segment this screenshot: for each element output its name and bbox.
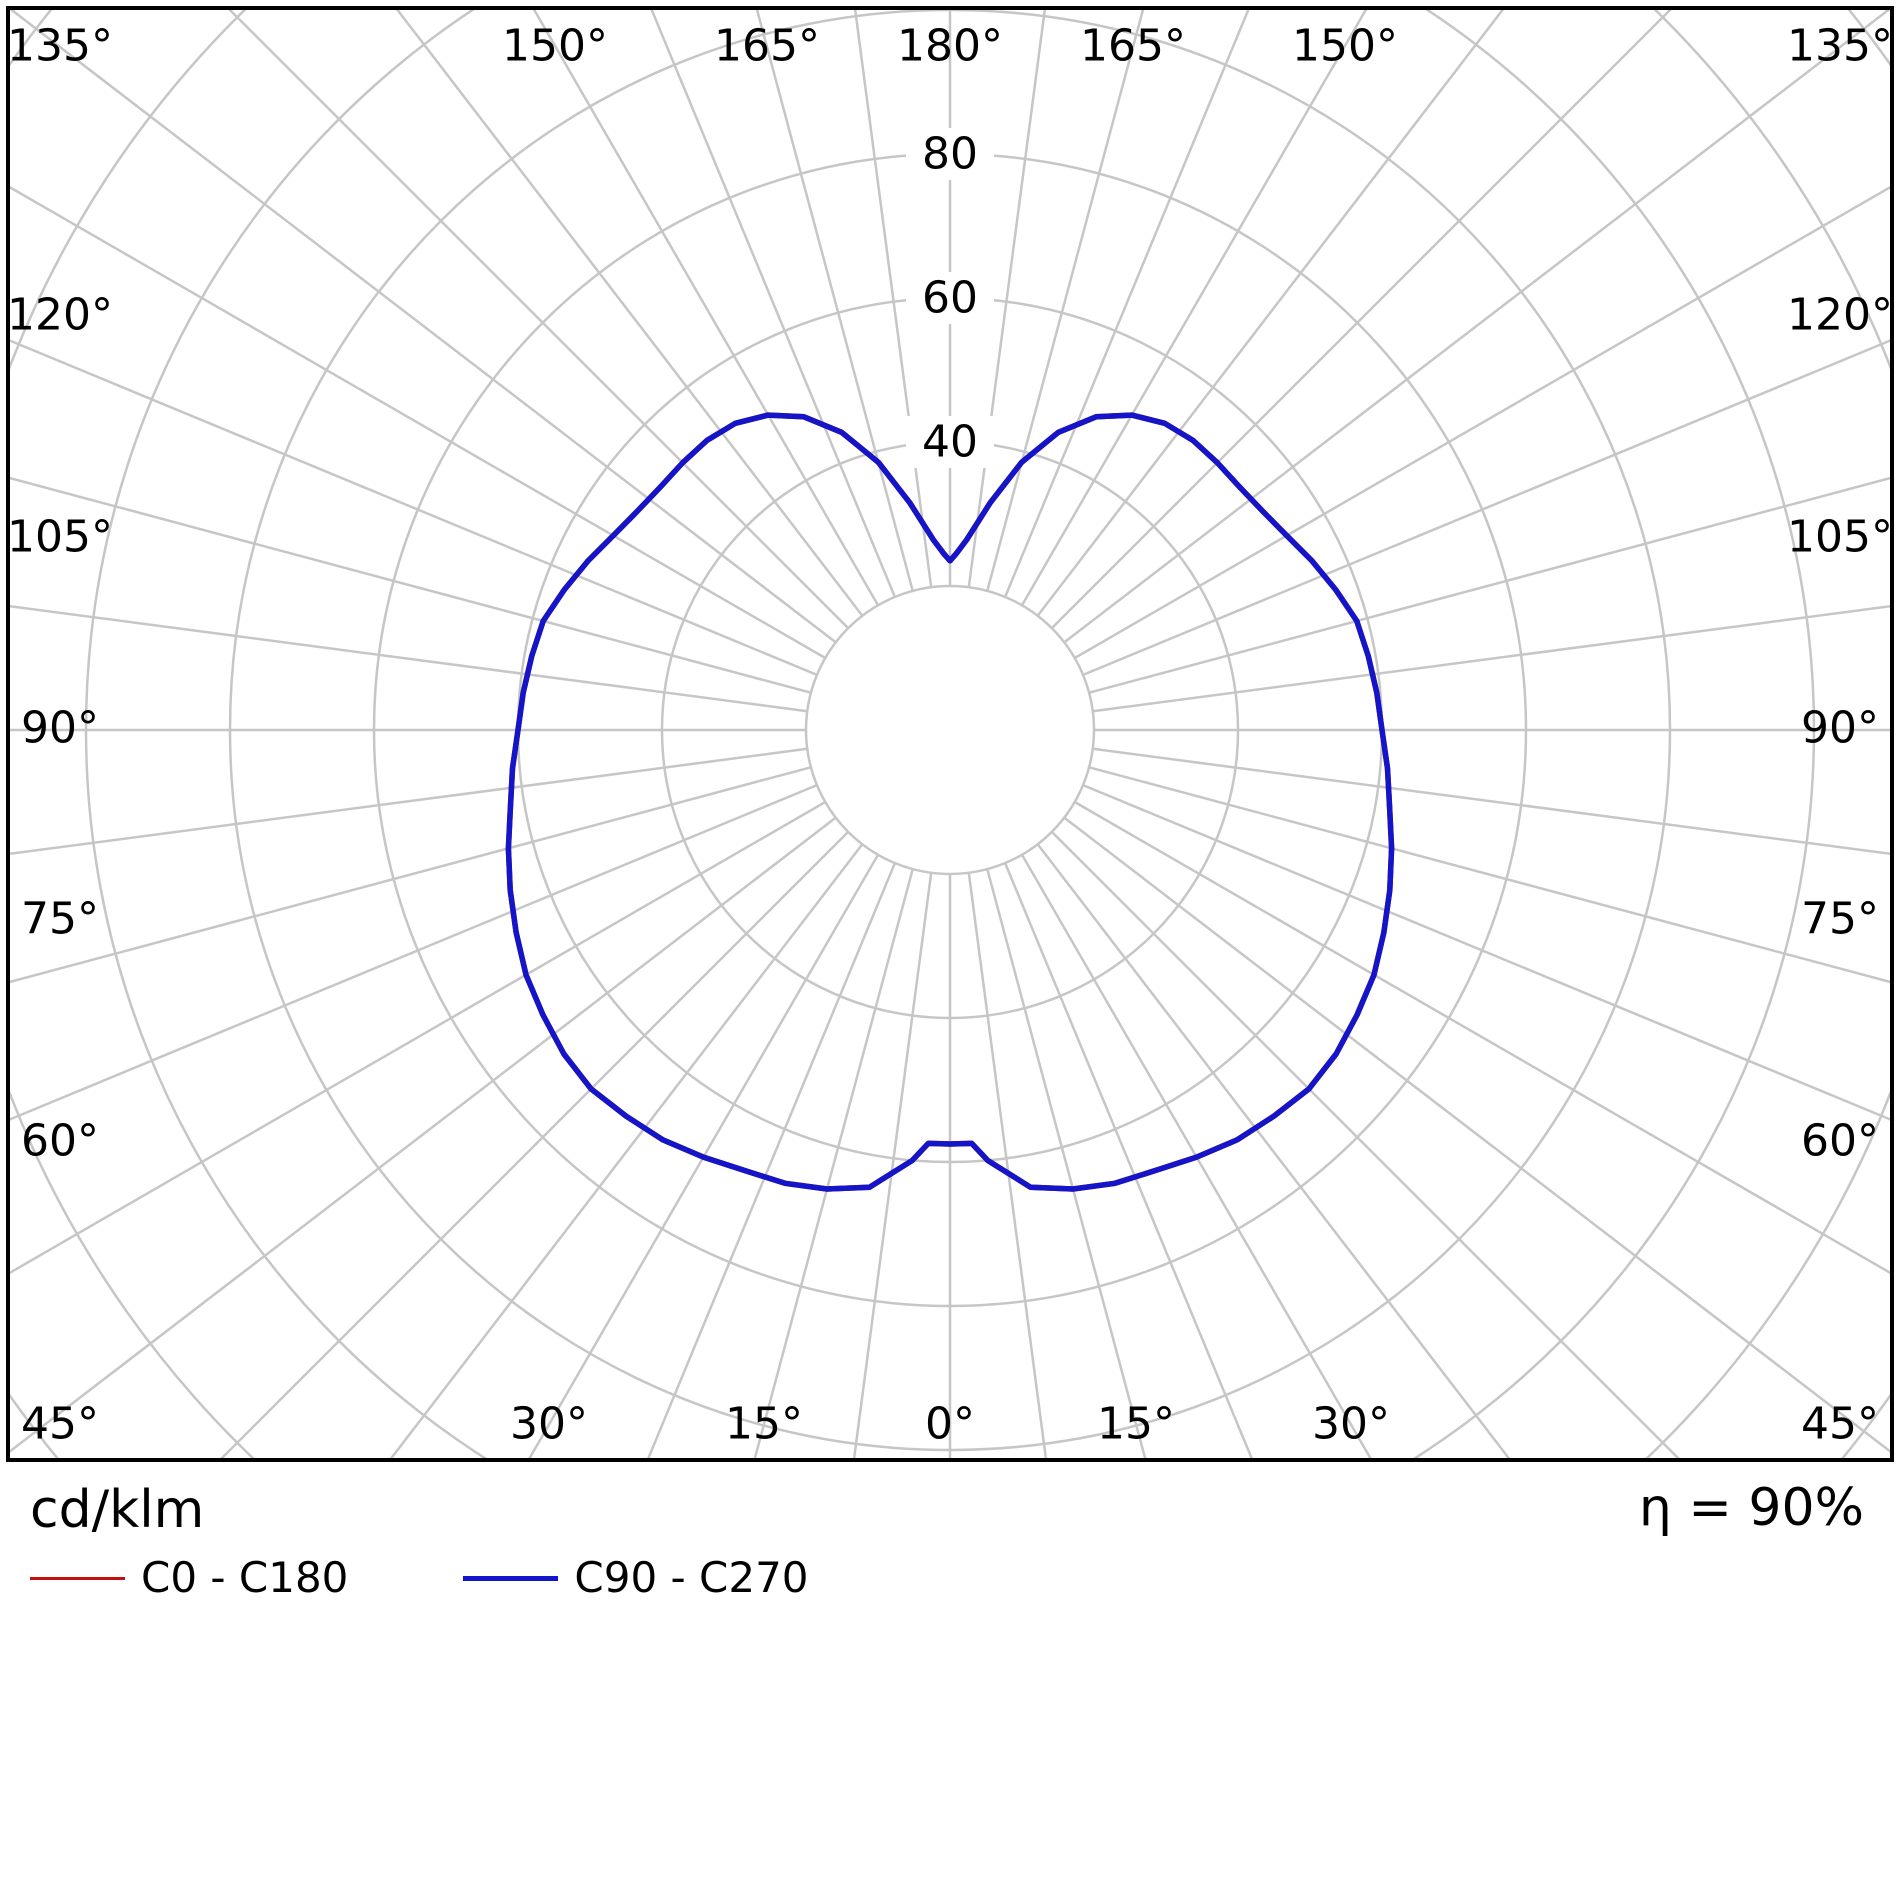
angle-label: 15° bbox=[725, 1399, 803, 1450]
grid-spoke bbox=[1003, 8, 1251, 598]
legend-swatch-c0-line bbox=[30, 1576, 125, 1580]
legend-label-c90: C90 - C270 bbox=[574, 1553, 809, 1602]
angle-label: 105° bbox=[1787, 512, 1893, 563]
radial-label-halo bbox=[906, 416, 994, 468]
angle-label: 45° bbox=[21, 1399, 99, 1450]
angle-label: 30° bbox=[1312, 1399, 1390, 1450]
angle-label: 60° bbox=[1801, 1116, 1879, 1167]
radial-axis-labels: 40 60 80 bbox=[906, 128, 994, 468]
grid-spoke bbox=[967, 8, 1047, 588]
radial-label-halo bbox=[906, 128, 994, 180]
grid-spoke bbox=[1036, 843, 1512, 1460]
grid-spoke bbox=[388, 843, 864, 1460]
grid-spoke bbox=[852, 872, 933, 1460]
angle-label: 180° bbox=[897, 21, 1003, 72]
grid-spoke bbox=[1092, 604, 1892, 713]
angle-label: 150° bbox=[502, 21, 608, 72]
grid-spoke bbox=[1082, 338, 1892, 677]
grid-spoke bbox=[1074, 800, 1892, 1276]
polar-chart: 40 60 80 135° 150° 165° 180° 165° 150° 135° 45° 30°… bbox=[6, 6, 1894, 1462]
grid-spoke bbox=[755, 8, 914, 592]
angle-label: 60° bbox=[21, 1116, 99, 1167]
grid-spoke bbox=[8, 604, 808, 713]
grid-spoke bbox=[986, 8, 1145, 592]
grid-spoke bbox=[1063, 8, 1892, 644]
angle-label: 30° bbox=[510, 1399, 588, 1450]
legend-swatch-c90-line bbox=[463, 1575, 559, 1581]
curve-c90-c270 bbox=[505, 412, 1395, 1192]
angle-label: 150° bbox=[1292, 21, 1398, 72]
polar-grid bbox=[8, 8, 1892, 1460]
angle-label: 165° bbox=[714, 21, 820, 72]
grid-spoke bbox=[1003, 862, 1254, 1460]
grid-spoke bbox=[1050, 830, 1682, 1460]
angle-label: 135° bbox=[7, 21, 113, 72]
radial-tick-label: 80 bbox=[922, 129, 978, 180]
angle-label: 105° bbox=[7, 512, 113, 563]
angle-label: 15° bbox=[1097, 1399, 1175, 1450]
angle-label: 165° bbox=[1080, 21, 1186, 72]
grid-spoke bbox=[1088, 766, 1892, 984]
grid-spoke bbox=[394, 8, 864, 617]
grid-spoke bbox=[1020, 854, 1373, 1460]
grid-spoke bbox=[1088, 476, 1892, 694]
grid-spoke bbox=[8, 476, 812, 694]
radial-tick-label: 60 bbox=[922, 273, 978, 324]
grid-spoke bbox=[1082, 783, 1892, 1122]
grid-spoke bbox=[967, 872, 1048, 1460]
angle-label: 135° bbox=[1787, 21, 1893, 72]
angle-label: 90° bbox=[21, 703, 99, 754]
grid-spoke bbox=[218, 830, 850, 1460]
grid-spoke bbox=[8, 783, 818, 1122]
angle-label: 120° bbox=[7, 290, 113, 341]
grid-spoke bbox=[8, 8, 837, 644]
angle-labels: 135° 150° 165° 180° 165° 150° 135° 45° 30° 15° 0° 1… bbox=[7, 21, 1893, 1450]
grid-spoke bbox=[8, 816, 837, 1455]
grid-spoke bbox=[8, 766, 812, 984]
angle-label: 45° bbox=[1801, 1399, 1879, 1450]
angle-label: 75° bbox=[1801, 894, 1879, 945]
grid-spoke bbox=[226, 8, 850, 630]
angle-label: 0° bbox=[925, 1399, 975, 1450]
radial-label-halo bbox=[906, 272, 994, 324]
angle-label: 90° bbox=[1801, 703, 1879, 754]
grid-spoke bbox=[646, 862, 897, 1460]
grid-spoke bbox=[8, 800, 826, 1276]
grid-circle bbox=[804, 584, 1096, 876]
grid-spoke bbox=[753, 868, 914, 1460]
efficiency-label: η = 90% bbox=[1638, 1478, 1864, 1538]
grid-spoke bbox=[1050, 8, 1674, 630]
angle-label: 75° bbox=[21, 894, 99, 945]
radial-tick-label: 40 bbox=[922, 417, 978, 468]
grid-spoke bbox=[853, 8, 933, 588]
grid-spoke bbox=[527, 854, 880, 1460]
grid-spoke bbox=[1036, 8, 1506, 617]
grid-spoke bbox=[1020, 8, 1369, 606]
angle-label: 120° bbox=[1787, 290, 1893, 341]
legend: C0 - C180 C90 - C270 bbox=[30, 1552, 809, 1604]
grid-spoke bbox=[986, 868, 1147, 1460]
grid-spoke bbox=[1063, 816, 1892, 1455]
grid-spoke bbox=[8, 338, 818, 677]
units-label: cd/klm bbox=[30, 1480, 205, 1540]
plot-border bbox=[6, 6, 1894, 1462]
grid-spoke bbox=[531, 8, 880, 606]
grid-spoke bbox=[1074, 184, 1892, 660]
grid-spoke bbox=[8, 747, 808, 856]
grid-spoke bbox=[1092, 747, 1892, 856]
legend-label-c0: C0 - C180 bbox=[141, 1553, 349, 1602]
grid-spoke bbox=[649, 8, 897, 598]
grid-spoke bbox=[8, 184, 826, 660]
